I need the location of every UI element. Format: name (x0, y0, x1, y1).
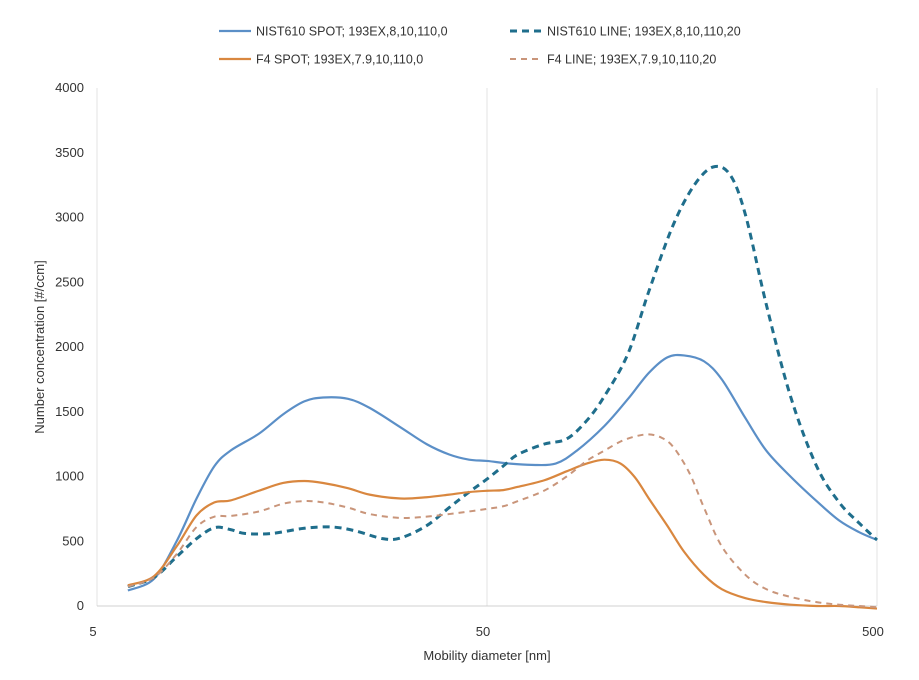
y-tick-label: 3000 (55, 210, 84, 225)
y-tick-label: 0 (77, 598, 84, 613)
x-tick-labels: 5 50 500 (89, 624, 883, 639)
y-tick-label: 1000 (55, 469, 84, 484)
y-tick-label: 500 (62, 533, 84, 548)
y-tick-labels: 0 500 1000 1500 2000 2500 3000 3500 4000 (55, 80, 84, 613)
y-tick-label: 3500 (55, 145, 84, 160)
series-f4-spot-line (127, 458, 878, 610)
legend-label: NIST610 SPOT; 193EX,8,10,110,0 (256, 25, 448, 39)
legend-label: F4 SPOT; 193EX,7.9,10,110,0 (256, 53, 423, 67)
grid (96, 88, 878, 606)
x-tick-label: 500 (862, 624, 884, 639)
y-tick-label: 2500 (55, 274, 84, 289)
legend-label: F4 LINE; 193EX,7.9,10,110,20 (547, 53, 716, 67)
x-tick-label: 5 (89, 624, 96, 639)
x-axis-title: Mobility diameter [nm] (423, 648, 550, 663)
legend: NIST610 SPOT; 193EX,8,10,110,0 NIST610 LI… (219, 25, 741, 67)
series-nist610-spot-line (127, 353, 878, 592)
y-tick-label: 4000 (55, 80, 84, 95)
series-f4-line-line (127, 433, 878, 609)
x-tick-label: 50 (476, 624, 490, 639)
series-lines (127, 164, 879, 610)
y-axis-title: Number concentration [#/ccm] (32, 260, 47, 433)
y-tick-label: 1500 (55, 404, 84, 419)
series-nist610-line-line (127, 164, 879, 589)
legend-label: NIST610 LINE; 193EX,8,10,110,20 (547, 25, 741, 39)
y-tick-label: 2000 (55, 339, 84, 354)
